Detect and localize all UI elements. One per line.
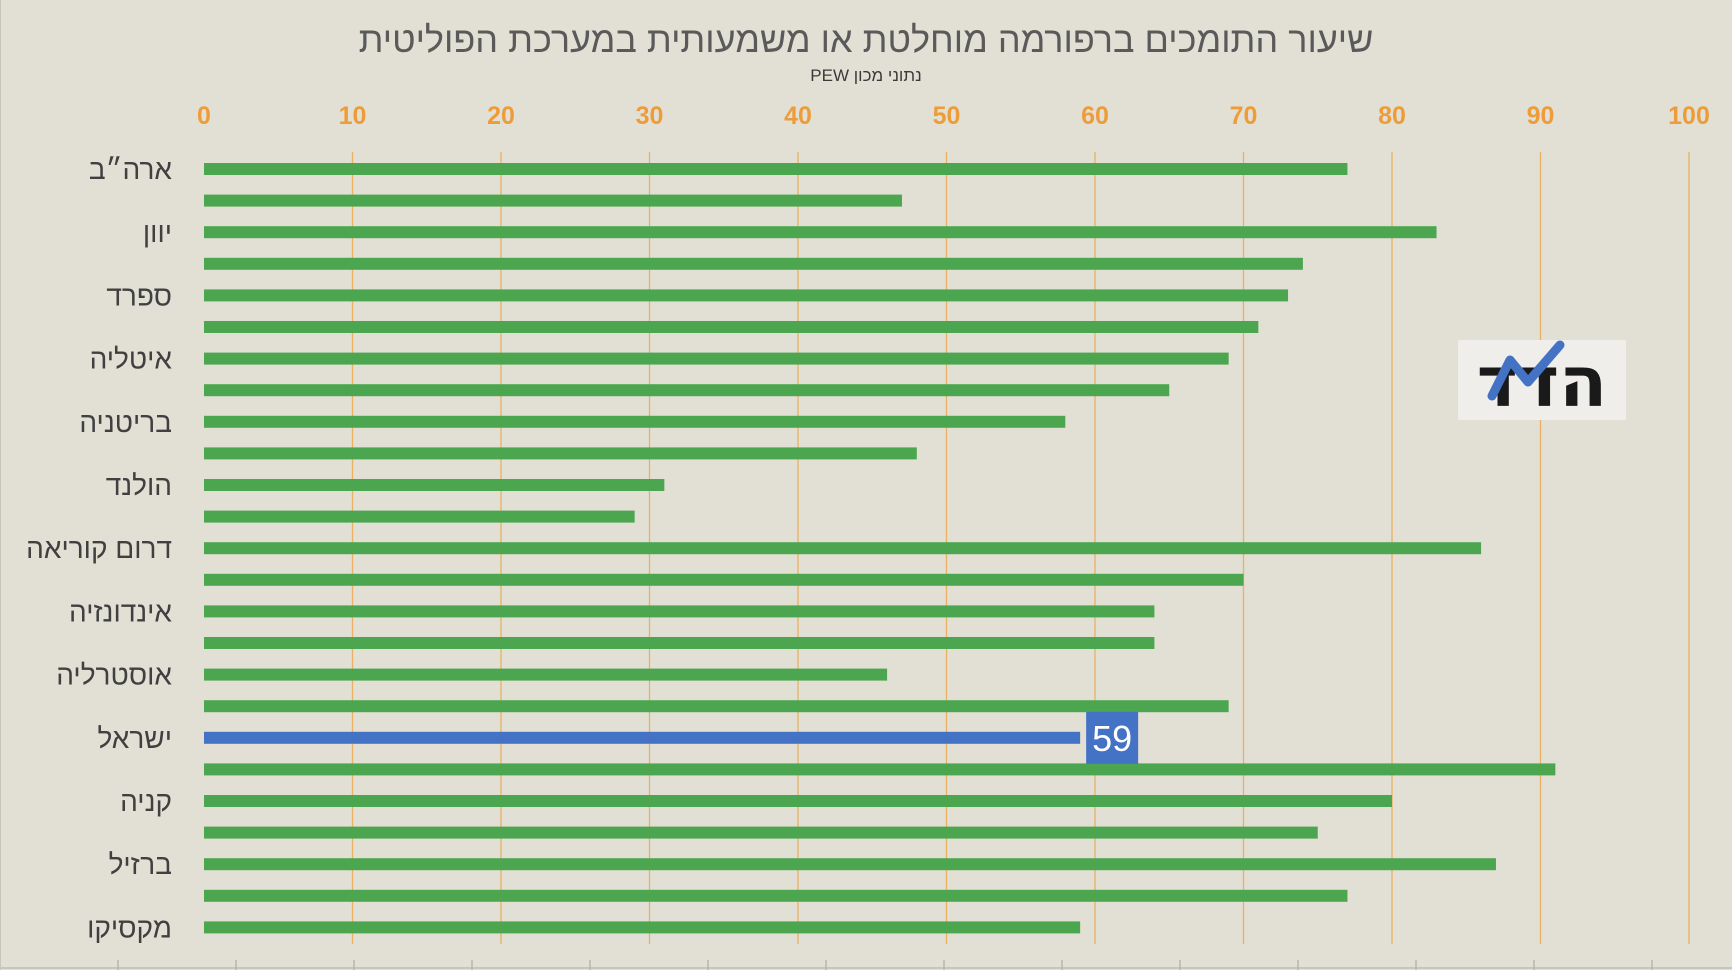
- category-label: ברזיל: [109, 849, 172, 880]
- bar: [204, 889, 1348, 902]
- bar: [204, 605, 1155, 618]
- bar: [204, 573, 1244, 586]
- chart-subtitle: נתוני מכון PEW: [810, 66, 921, 85]
- bar: [204, 858, 1496, 871]
- bar: [204, 637, 1155, 649]
- category-label: אינדונזיה: [69, 596, 172, 627]
- x-tick-label: 70: [1230, 102, 1258, 130]
- category-label: קניה: [120, 786, 172, 817]
- logo-n-stroke-icon: [1487, 340, 1565, 401]
- bar: [204, 352, 1229, 365]
- bar: [204, 921, 1081, 934]
- bar: [204, 479, 665, 491]
- bar-highlight: [204, 731, 1081, 744]
- x-tick-label: 80: [1378, 102, 1406, 130]
- x-tick-label: 50: [933, 102, 961, 130]
- x-tick-label: 40: [784, 102, 812, 130]
- bar: [204, 194, 902, 207]
- category-label: אוסטרליה: [56, 660, 172, 691]
- bar: [204, 795, 1392, 807]
- data-labels: 59: [1086, 711, 1139, 764]
- bar: [204, 384, 1170, 397]
- bars: [204, 163, 1556, 934]
- bar: [204, 447, 917, 460]
- category-label: איטליה: [90, 344, 173, 375]
- x-tick-label: 20: [487, 102, 515, 130]
- category-label: הולנד: [106, 470, 172, 501]
- bottom-axis-ticks: [117, 960, 1653, 970]
- bar: [204, 257, 1303, 270]
- bar: [204, 163, 1348, 175]
- bar: [204, 700, 1229, 713]
- data-label: 59: [1092, 718, 1132, 759]
- category-label: בריטניה: [79, 407, 172, 438]
- bar: [204, 289, 1289, 302]
- x-tick-label: 90: [1527, 102, 1555, 130]
- logo-background: [1458, 340, 1626, 420]
- hamadad-logo: הדד: [1458, 340, 1626, 423]
- category-label: ספרד: [106, 280, 172, 311]
- category-label: ארה״ב: [89, 154, 173, 185]
- x-tick-label: 30: [636, 102, 664, 130]
- category-labels: ארה״ב יוון ספרד איטליה בריטניה הולנד דרום קורי…: [26, 154, 172, 943]
- category-label: יוון: [143, 217, 172, 248]
- bar: [204, 226, 1437, 239]
- chart-title: שיעור התומכים ברפורמה מוחלטת או משמעותית…: [359, 19, 1374, 60]
- bar: [204, 668, 888, 681]
- x-tick-label: 60: [1081, 102, 1109, 130]
- bar: [204, 826, 1318, 839]
- category-label: ישראל: [97, 723, 172, 754]
- data-label-box: [1086, 711, 1139, 764]
- x-tick-label: 10: [339, 102, 367, 130]
- bar: [204, 415, 1066, 428]
- x-tick-label: 0: [197, 102, 211, 130]
- category-label: דרום קוריאה: [26, 533, 172, 564]
- category-label: מקסיקו: [87, 912, 172, 943]
- bar: [204, 510, 635, 523]
- x-tick-label: 100: [1668, 102, 1710, 130]
- x-tick-labels: 0 10 20 30 40 50 60 70 80 90 100: [197, 102, 1710, 130]
- bar: [204, 763, 1556, 776]
- bar: [204, 321, 1259, 333]
- bar: [204, 542, 1482, 555]
